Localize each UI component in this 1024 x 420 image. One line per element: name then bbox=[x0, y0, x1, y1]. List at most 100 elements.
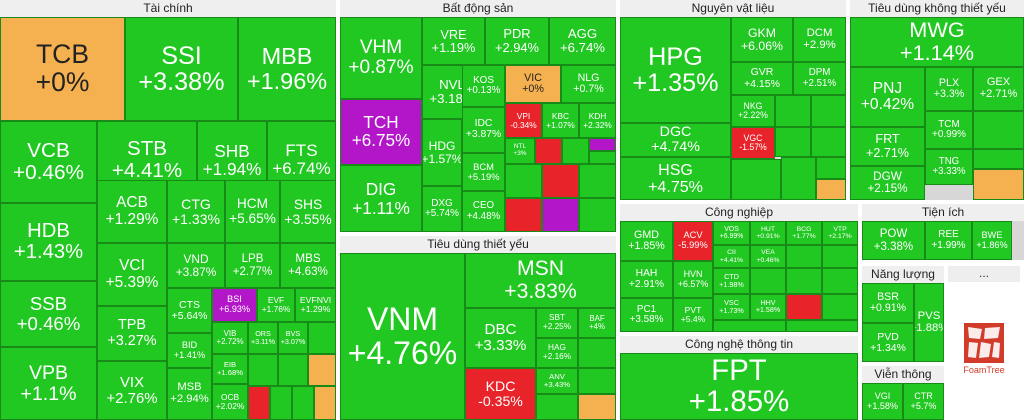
minor-tile[interactable] bbox=[535, 138, 562, 164]
tile-dig[interactable]: DIG +1.11% bbox=[340, 165, 422, 232]
tile-tch[interactable]: TCH +6.75% bbox=[340, 99, 422, 165]
minor-tile[interactable] bbox=[731, 159, 781, 200]
tile-dpm[interactable]: DPM +2.51% bbox=[793, 62, 846, 95]
tile-ors[interactable]: ORS +3.11% bbox=[248, 322, 278, 354]
tile-hvn[interactable]: HVN +6.57% bbox=[673, 261, 713, 298]
minor-tile[interactable] bbox=[308, 322, 336, 354]
minor-tile[interactable] bbox=[579, 198, 616, 232]
minor-tile[interactable] bbox=[579, 164, 616, 198]
tile-hpg[interactable]: HPG +1.35% bbox=[620, 17, 731, 123]
minor-tile[interactable] bbox=[822, 245, 858, 268]
minor-tile[interactable] bbox=[589, 138, 616, 151]
sector-title[interactable]: Công nghiệp bbox=[620, 204, 858, 221]
tile-vci[interactable]: VCI +5.39% bbox=[97, 243, 167, 306]
tile-acv[interactable]: ACV -5.99% bbox=[673, 221, 713, 261]
tile-sbt[interactable]: SBT +2.25% bbox=[536, 308, 578, 338]
tile-lpb[interactable]: LPB +2.77% bbox=[225, 243, 280, 288]
minor-tile[interactable] bbox=[505, 198, 542, 232]
minor-tile[interactable] bbox=[278, 354, 308, 386]
minor-tile[interactable] bbox=[248, 354, 278, 386]
tile-dbc[interactable]: DBC +3.33% bbox=[465, 308, 536, 368]
minor-tile[interactable] bbox=[786, 320, 858, 332]
tile-ssi[interactable]: SSI +3.38% bbox=[125, 17, 238, 121]
minor-tile[interactable] bbox=[973, 111, 1024, 149]
tile-hhv[interactable]: HHV +1.58% bbox=[750, 294, 786, 320]
tile-bcg[interactable]: BCG +1.77% bbox=[786, 221, 822, 245]
tile-hut[interactable]: HUT +0.91% bbox=[750, 221, 786, 245]
tile-cts[interactable]: CTS +5.64% bbox=[167, 288, 212, 333]
tile-nkg[interactable]: NKG +2.22% bbox=[731, 95, 775, 127]
tile-idc[interactable]: IDC +3.87% bbox=[462, 107, 505, 153]
tile-mbs[interactable]: MBS +4.63% bbox=[280, 243, 336, 288]
tile-vgc[interactable]: VGC -1.57% bbox=[731, 127, 775, 159]
minor-tile[interactable] bbox=[589, 151, 616, 164]
tile-vtp[interactable]: VTP +2.17% bbox=[822, 221, 858, 245]
minor-tile[interactable] bbox=[505, 164, 542, 198]
tile-kbc[interactable]: KBC +1.07% bbox=[542, 103, 579, 138]
minor-tile[interactable] bbox=[816, 179, 846, 200]
tile-vpi[interactable]: VPI -0.34% bbox=[505, 103, 542, 138]
sector-title[interactable]: Tài chính bbox=[0, 0, 336, 17]
minor-tile[interactable] bbox=[542, 198, 579, 232]
tile-msb[interactable]: MSB +2.94% bbox=[167, 368, 212, 420]
minor-tile[interactable] bbox=[308, 354, 336, 386]
minor-tile[interactable] bbox=[781, 157, 816, 200]
tile-hdg[interactable]: HDG +1.57% bbox=[422, 119, 462, 186]
tile-hah[interactable]: HAH +2.91% bbox=[620, 261, 673, 298]
tile-vpb[interactable]: VPB +1.1% bbox=[0, 347, 97, 420]
sector-title[interactable]: Viễn thông bbox=[862, 366, 944, 383]
minor-tile[interactable] bbox=[973, 149, 1024, 169]
tile-vnm[interactable]: VNM +4.76% bbox=[340, 253, 465, 420]
minor-tile[interactable] bbox=[775, 127, 811, 157]
minor-tile[interactable] bbox=[811, 95, 846, 127]
tile-plx[interactable]: PLX +3.3% bbox=[925, 67, 973, 111]
tile-ocb[interactable]: OCB +2.02% bbox=[212, 384, 248, 420]
tile-pc1[interactable]: PC1 +3.58% bbox=[620, 298, 673, 332]
minor-tile[interactable] bbox=[536, 394, 578, 420]
tile-vgi[interactable]: VGI +1.58% bbox=[862, 383, 903, 420]
tile-bvs[interactable]: BVS +3.07% bbox=[278, 322, 308, 354]
tile-bcm[interactable]: BCM +5.19% bbox=[462, 153, 505, 191]
tile-ctg[interactable]: CTG +1.33% bbox=[167, 180, 225, 243]
minor-tile[interactable] bbox=[786, 294, 822, 320]
tile-fpt[interactable]: FPT +1.85% bbox=[620, 353, 858, 420]
tile-gex[interactable]: GEX +2.71% bbox=[973, 67, 1024, 111]
minor-tile[interactable] bbox=[775, 95, 811, 127]
tile-kos[interactable]: KOS +0.13% bbox=[462, 65, 505, 107]
minor-tile[interactable] bbox=[811, 127, 846, 157]
minor-tile[interactable] bbox=[822, 294, 858, 320]
tile-dxg[interactable]: DXG +5.74% bbox=[422, 186, 462, 232]
tile-ctd[interactable]: CTD +1.98% bbox=[713, 268, 750, 294]
tile-hag[interactable]: HAG +2.16% bbox=[536, 338, 578, 368]
minor-tile[interactable] bbox=[750, 268, 786, 294]
tile-anv[interactable]: ANV +3.43% bbox=[536, 368, 578, 394]
tile-bsr[interactable]: BSR +0.91% bbox=[862, 283, 914, 323]
sector-title[interactable]: Tiêu dùng thiết yếu bbox=[340, 236, 616, 253]
tile-shs[interactable]: SHS +3.55% bbox=[280, 180, 336, 243]
tile-mwg[interactable]: MWG +1.14% bbox=[850, 17, 1024, 67]
tile-kdh[interactable]: KDH +2.32% bbox=[579, 103, 616, 138]
tile-tng[interactable]: TNG +3.33% bbox=[925, 149, 973, 185]
minor-tile[interactable] bbox=[542, 164, 579, 198]
tile-gvr[interactable]: GVR +4.15% bbox=[731, 62, 793, 95]
tile-ree[interactable]: REE +1.99% bbox=[925, 221, 972, 260]
tile-evf[interactable]: EVF +1.76% bbox=[257, 288, 295, 322]
tile-ntl[interactable]: NTL +3% bbox=[505, 138, 535, 164]
tile-gkm[interactable]: GKM +6.06% bbox=[731, 17, 793, 62]
tile-pnj[interactable]: PNJ +0.42% bbox=[850, 67, 925, 127]
tile-vnd[interactable]: VND +3.87% bbox=[167, 243, 225, 288]
tile-baf[interactable]: BAF +4% bbox=[578, 308, 616, 338]
minor-tile[interactable] bbox=[578, 338, 616, 368]
tile-ctr[interactable]: CTR +5.7% bbox=[903, 383, 944, 420]
tile-tcm[interactable]: TCM +0.99% bbox=[925, 111, 973, 149]
minor-tile[interactable] bbox=[973, 169, 1024, 200]
minor-tile[interactable] bbox=[786, 245, 822, 268]
minor-tile[interactable] bbox=[270, 386, 292, 420]
tile-vic[interactable]: VIC +0% bbox=[505, 65, 561, 103]
tile-vea[interactable]: VEA +0.46% bbox=[750, 245, 786, 268]
sector-title[interactable]: Tiện ích bbox=[862, 204, 1024, 221]
tile-hsg[interactable]: HSG +4.75% bbox=[620, 157, 731, 200]
tile-dgc[interactable]: DGC +4.74% bbox=[620, 123, 731, 157]
tile-vre[interactable]: VRE +1.19% bbox=[422, 17, 485, 65]
minor-tile[interactable] bbox=[816, 157, 846, 179]
